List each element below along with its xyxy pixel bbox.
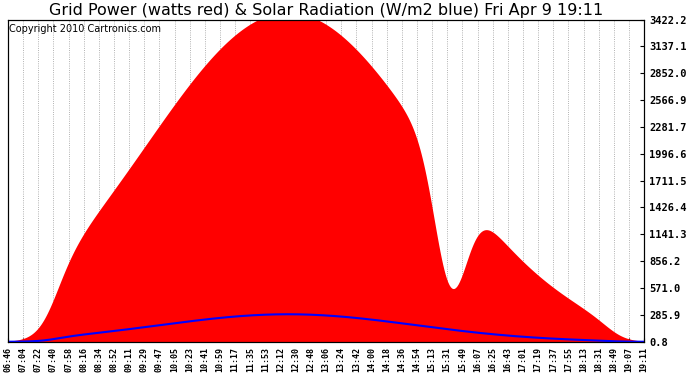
Text: Copyright 2010 Cartronics.com: Copyright 2010 Cartronics.com <box>9 24 161 34</box>
Title: Grid Power (watts red) & Solar Radiation (W/m2 blue) Fri Apr 9 19:11: Grid Power (watts red) & Solar Radiation… <box>49 3 603 18</box>
